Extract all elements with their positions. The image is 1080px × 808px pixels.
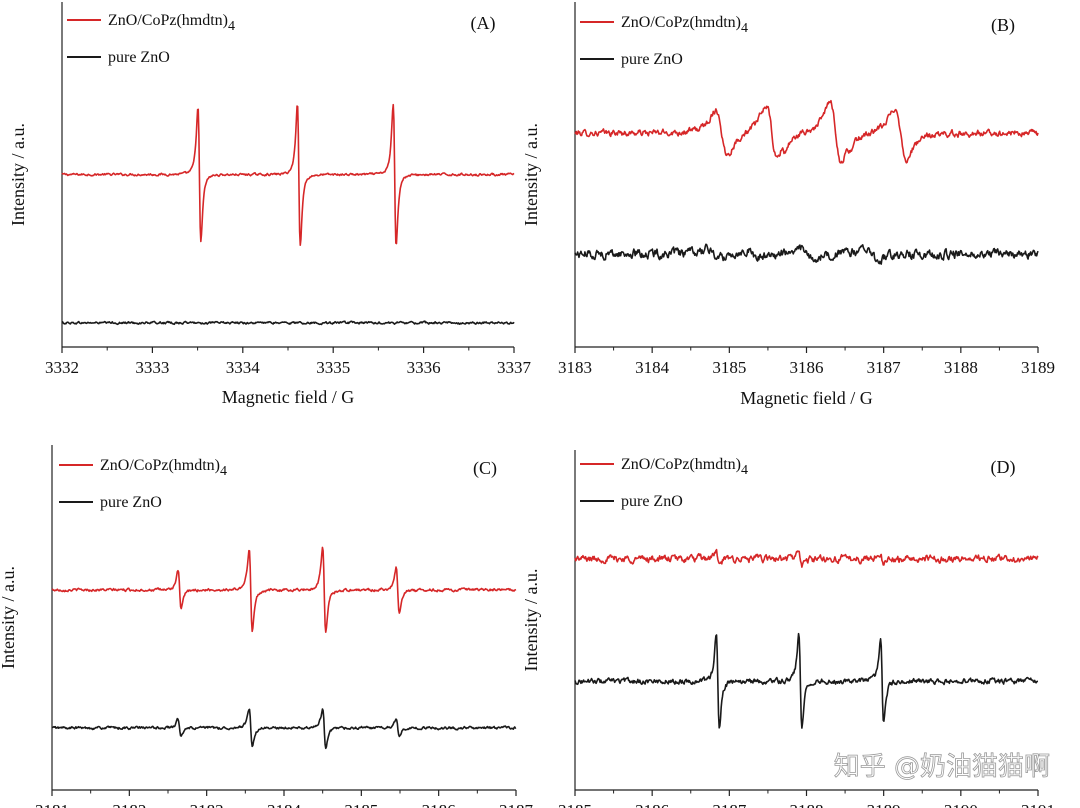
x-tick-label: 3187 xyxy=(499,801,534,808)
y-axis-label: Intensity / a.u. xyxy=(521,569,541,672)
x-tick-label: 3187 xyxy=(867,358,902,377)
legend-entry: ZnO/CoPz(hmdtn)4 xyxy=(100,457,227,479)
panel-b: 3183 3184 3185 3186 3187 3188 3189 Magnetic fie… xyxy=(521,2,1055,408)
x-tick-label: 3188 xyxy=(944,358,978,377)
legend-entry: pure ZnO xyxy=(100,494,162,511)
y-axis-label: Intensity / a.u. xyxy=(521,123,541,226)
y-axis-label: Intensity / a.u. xyxy=(0,566,18,669)
series-line-znocopz xyxy=(574,99,1039,164)
x-axis-label: Magnetic field / G xyxy=(222,387,354,407)
series-line-pure-zno xyxy=(574,243,1039,265)
legend-entry: pure ZnO xyxy=(621,493,683,510)
x-tick-label: 3188 xyxy=(790,801,824,808)
x-tick-label: 3185 xyxy=(558,801,592,808)
panel-label: (C) xyxy=(473,458,497,479)
x-tick-label: 3336 xyxy=(407,358,441,377)
series-line-pure-zno xyxy=(51,708,517,750)
x-tick-label: 3334 xyxy=(226,358,261,377)
panel-d: 3185 3186 3187 3188 3189 3190 3191 Intensity / … xyxy=(521,450,1055,808)
panel-label: (A) xyxy=(471,13,496,34)
x-tick-label: 3337 xyxy=(497,358,532,377)
x-tick-label: 3190 xyxy=(944,801,978,808)
x-tick-label: 3186 xyxy=(635,801,669,808)
panel-label: (D) xyxy=(991,457,1016,478)
x-tick-label: 3185 xyxy=(344,801,378,808)
x-tick-label: 3189 xyxy=(867,801,901,808)
x-tick-label: 3185 xyxy=(712,358,746,377)
x-tick-label: 3183 xyxy=(558,358,592,377)
legend-entry: ZnO/CoPz(hmdtn)4 xyxy=(621,456,748,478)
x-tick-label: 3189 xyxy=(1021,358,1055,377)
x-tick-label: 3184 xyxy=(635,358,670,377)
series-line-znocopz xyxy=(61,103,515,246)
panel-a: 3332 3333 3334 3335 3336 3337 Magnetic field /… xyxy=(8,2,532,407)
x-tick-label: 3186 xyxy=(790,358,824,377)
legend-entry: pure ZnO xyxy=(621,51,683,68)
x-tick-label: 3186 xyxy=(422,801,456,808)
x-tick-label: 3333 xyxy=(135,358,169,377)
series-line-znocopz xyxy=(574,548,1039,568)
panel-label: (B) xyxy=(991,15,1015,36)
panel-c: 3181 3182 3183 3184 3185 3186 3187 Intensity / … xyxy=(0,445,534,808)
legend-entry: ZnO/CoPz(hmdtn)4 xyxy=(621,14,748,36)
x-tick-label: 3182 xyxy=(112,801,146,808)
series-line-znocopz xyxy=(51,546,517,633)
x-axis-label: Magnetic field / G xyxy=(740,388,872,408)
series-line-pure-zno xyxy=(574,632,1039,729)
series-line-pure-zno xyxy=(61,320,515,326)
x-tick-label: 3183 xyxy=(190,801,224,808)
x-tick-label: 3335 xyxy=(316,358,350,377)
legend-entry: ZnO/CoPz(hmdtn)4 xyxy=(108,12,235,34)
x-tick-label: 3332 xyxy=(45,358,79,377)
x-tick-label: 3187 xyxy=(712,801,747,808)
x-tick-label: 3191 xyxy=(1021,801,1055,808)
y-axis-label: Intensity / a.u. xyxy=(8,123,28,226)
legend-entry: pure ZnO xyxy=(108,49,170,66)
x-tick-label: 3184 xyxy=(267,801,302,808)
x-tick-label: 3181 xyxy=(35,801,69,808)
watermark: 知乎 @奶油猫猫啊 xyxy=(834,752,1050,782)
